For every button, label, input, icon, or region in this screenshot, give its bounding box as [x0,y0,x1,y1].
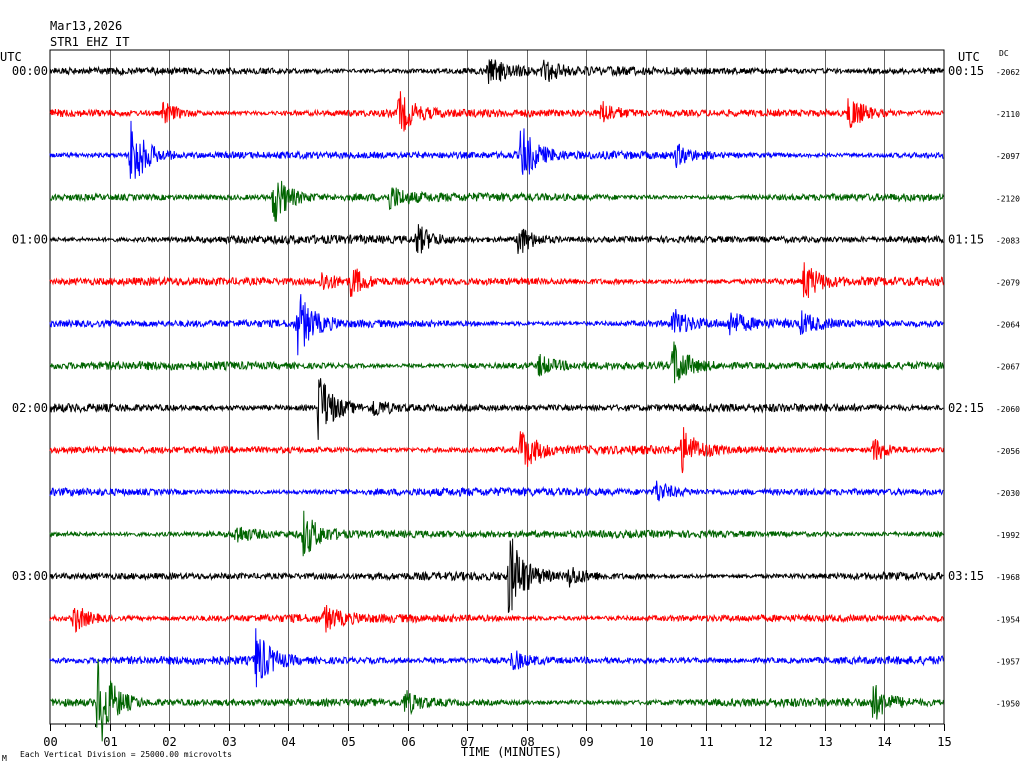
left-time-label-01:00: 01:00 [12,232,48,246]
trace-row-0 [49,59,944,85]
dc-offset-row-10: -2030 [996,489,1020,498]
date-label: Mar13,2026 [50,19,123,33]
trace-row-4 [49,224,944,254]
x-tick-label-13: 13 [818,735,832,749]
plot-frame [49,49,945,725]
dc-offset-row-7: -2067 [996,363,1020,372]
dc-offset-row-14: -1957 [996,657,1020,666]
x-tick-label-03: 03 [222,735,236,749]
dc-offset-row-0: -2062 [996,68,1020,77]
left-time-label-00:00: 00:00 [12,64,48,78]
right-time-label-02:15: 02:15 [948,401,984,415]
x-tick-label-12: 12 [758,735,772,749]
trace-row-1 [49,91,944,132]
x-tick-label-08: 08 [520,735,534,749]
x-axis-title: TIME (MINUTES) [461,745,563,759]
x-tick-label-01: 01 [103,735,117,749]
left-time-label-02:00: 02:00 [12,401,48,415]
corner-mark: M [2,754,7,763]
dc-offset-row-3: -2120 [996,194,1020,203]
dc-offset-row-13: -1954 [996,615,1020,624]
dc-offset-row-8: -2060 [996,405,1020,414]
trace-row-2 [49,120,944,179]
trace-row-13 [49,604,944,633]
trace-row-10 [49,480,944,502]
x-tick-label-05: 05 [341,735,355,749]
trace-row-5 [49,262,944,299]
trace-row-6 [49,294,944,356]
x-tick-label-07: 07 [460,735,474,749]
trace-row-7 [49,341,944,384]
dc-offset-row-2: -2097 [996,152,1020,161]
trace-row-14 [49,628,944,688]
right-time-label-03:15: 03:15 [948,569,984,583]
right-utc-title: UTC [958,50,980,64]
left-time-label-03:00: 03:00 [12,569,48,583]
x-tick-label-09: 09 [579,735,593,749]
trace-row-3 [49,180,944,222]
x-tick-label-00: 00 [43,735,57,749]
trace-row-9 [49,427,944,474]
dc-offset-row-9: -2056 [996,447,1020,456]
dc-offset-row-11: -1992 [996,531,1020,540]
dc-offset-row-15: -1950 [996,700,1020,709]
trace-row-15 [49,659,944,742]
trace-row-11 [49,510,944,557]
left-utc-title: UTC [0,50,22,64]
x-tick-label-04: 04 [281,735,295,749]
x-tick-label-11: 11 [699,735,713,749]
right-time-label-01:15: 01:15 [948,232,984,246]
x-tick-label-15: 15 [937,735,951,749]
trace-row-12 [49,538,944,613]
scale-note: Each Vertical Division = 25000.00 microv… [20,750,232,759]
dc-offset-row-5: -2079 [996,279,1020,288]
x-tick-label-14: 14 [877,735,891,749]
dc-offset-row-6: -2064 [996,321,1020,330]
dc-title: DC [999,49,1009,58]
dc-offset-row-1: -2110 [996,110,1020,119]
station-label: STR1 EHZ IT [50,35,130,49]
right-time-label-00:15: 00:15 [948,64,984,78]
trace-row-8 [49,378,944,440]
x-tick-label-10: 10 [639,735,653,749]
x-tick-label-06: 06 [401,735,415,749]
dc-offset-row-12: -1968 [996,573,1020,582]
dc-offset-row-4: -2083 [996,236,1020,245]
x-tick-label-02: 02 [162,735,176,749]
